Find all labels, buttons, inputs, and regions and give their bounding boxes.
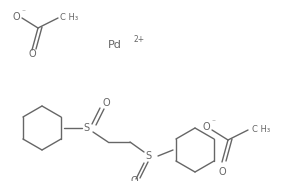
Text: C H₃: C H₃	[252, 125, 270, 134]
Text: C H₃: C H₃	[60, 12, 78, 22]
Text: O: O	[102, 98, 110, 108]
Text: ⁻: ⁻	[21, 7, 25, 16]
Text: O: O	[218, 167, 226, 177]
Text: S: S	[83, 123, 89, 133]
Text: S: S	[145, 151, 151, 161]
Text: O: O	[202, 122, 210, 132]
Text: O: O	[12, 12, 20, 22]
Text: O: O	[28, 49, 36, 59]
Text: ⁻: ⁻	[211, 117, 215, 127]
Text: Pd: Pd	[108, 40, 122, 50]
Text: 2+: 2+	[134, 35, 145, 45]
Text: O: O	[130, 176, 138, 181]
